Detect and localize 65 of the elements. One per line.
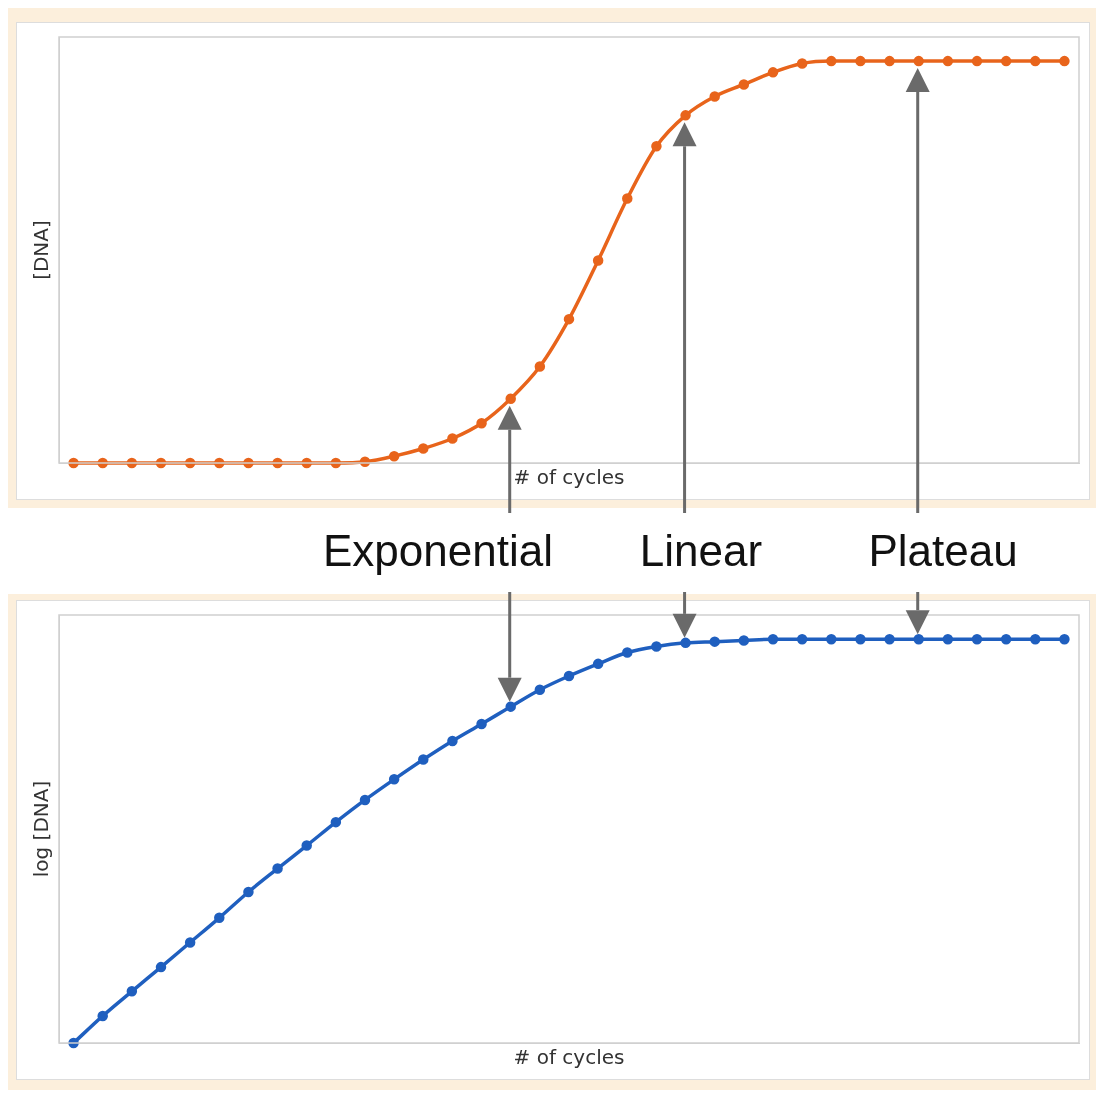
- point: [563, 313, 575, 325]
- point: [680, 110, 691, 121]
- point: [826, 55, 837, 67]
- point: [826, 633, 837, 645]
- point: [622, 647, 633, 658]
- point: [243, 886, 254, 898]
- point: [622, 193, 633, 204]
- point: [447, 433, 458, 444]
- point: [1000, 55, 1012, 67]
- y-axis-title: log [DNA]: [29, 780, 54, 878]
- point: [1000, 633, 1012, 645]
- y-axis-title: [DNA]: [29, 220, 54, 280]
- point: [913, 55, 924, 67]
- point: [418, 443, 429, 454]
- point: [767, 633, 779, 645]
- point: [884, 55, 895, 67]
- point: [680, 637, 691, 649]
- text: Linear: [638, 526, 764, 576]
- point: [272, 863, 283, 874]
- point: [97, 1010, 108, 1022]
- point: [1030, 55, 1041, 67]
- point: [709, 91, 720, 102]
- point: [913, 633, 924, 645]
- point: [563, 670, 575, 682]
- point: [1030, 633, 1041, 645]
- point: [505, 701, 516, 712]
- text: Plateau: [867, 526, 1019, 576]
- point: [388, 774, 400, 785]
- x-axis-title: # of cycles: [513, 465, 625, 490]
- point: [418, 754, 429, 765]
- point: [214, 912, 225, 924]
- point: [709, 636, 720, 647]
- point: [534, 684, 546, 695]
- point: [942, 55, 954, 67]
- point: [476, 718, 487, 730]
- point: [855, 55, 866, 67]
- point: [534, 361, 546, 372]
- point: [738, 635, 750, 646]
- point: [884, 633, 895, 645]
- point: [1059, 633, 1070, 645]
- point: [155, 961, 167, 973]
- point: [330, 816, 342, 828]
- text: Exponential: [322, 526, 554, 576]
- point: [476, 417, 487, 429]
- point: [796, 633, 808, 645]
- x-axis-title: # of cycles: [513, 1045, 625, 1070]
- point: [767, 67, 779, 78]
- point: [388, 450, 400, 462]
- point: [942, 633, 954, 645]
- point: [184, 937, 196, 948]
- point: [855, 633, 866, 645]
- point: [505, 393, 516, 404]
- point: [651, 641, 662, 652]
- point: [301, 840, 312, 851]
- point: [971, 55, 983, 67]
- point: [592, 255, 604, 266]
- point: [359, 794, 371, 806]
- point: [592, 658, 604, 670]
- point: [126, 986, 138, 997]
- point: [796, 58, 808, 69]
- point: [738, 79, 750, 90]
- point: [971, 633, 983, 645]
- point: [1059, 55, 1070, 67]
- point: [651, 141, 662, 152]
- point: [447, 735, 458, 747]
